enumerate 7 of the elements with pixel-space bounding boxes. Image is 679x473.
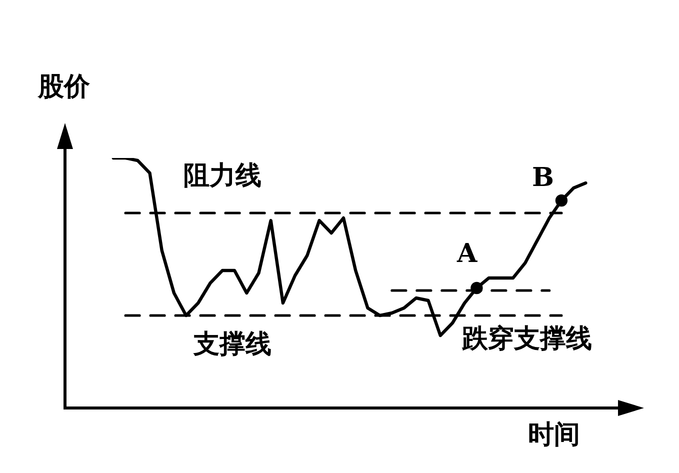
series-label: 阻力线 (184, 160, 262, 191)
series-label: 支撑线 (192, 329, 272, 360)
x-axis-title: 时间 (528, 420, 580, 450)
y-axis-title: 股价 (37, 72, 91, 102)
annotation: B (532, 162, 554, 193)
annotation: 跌穿支撑线 (461, 324, 592, 354)
annotation: A (456, 238, 478, 269)
